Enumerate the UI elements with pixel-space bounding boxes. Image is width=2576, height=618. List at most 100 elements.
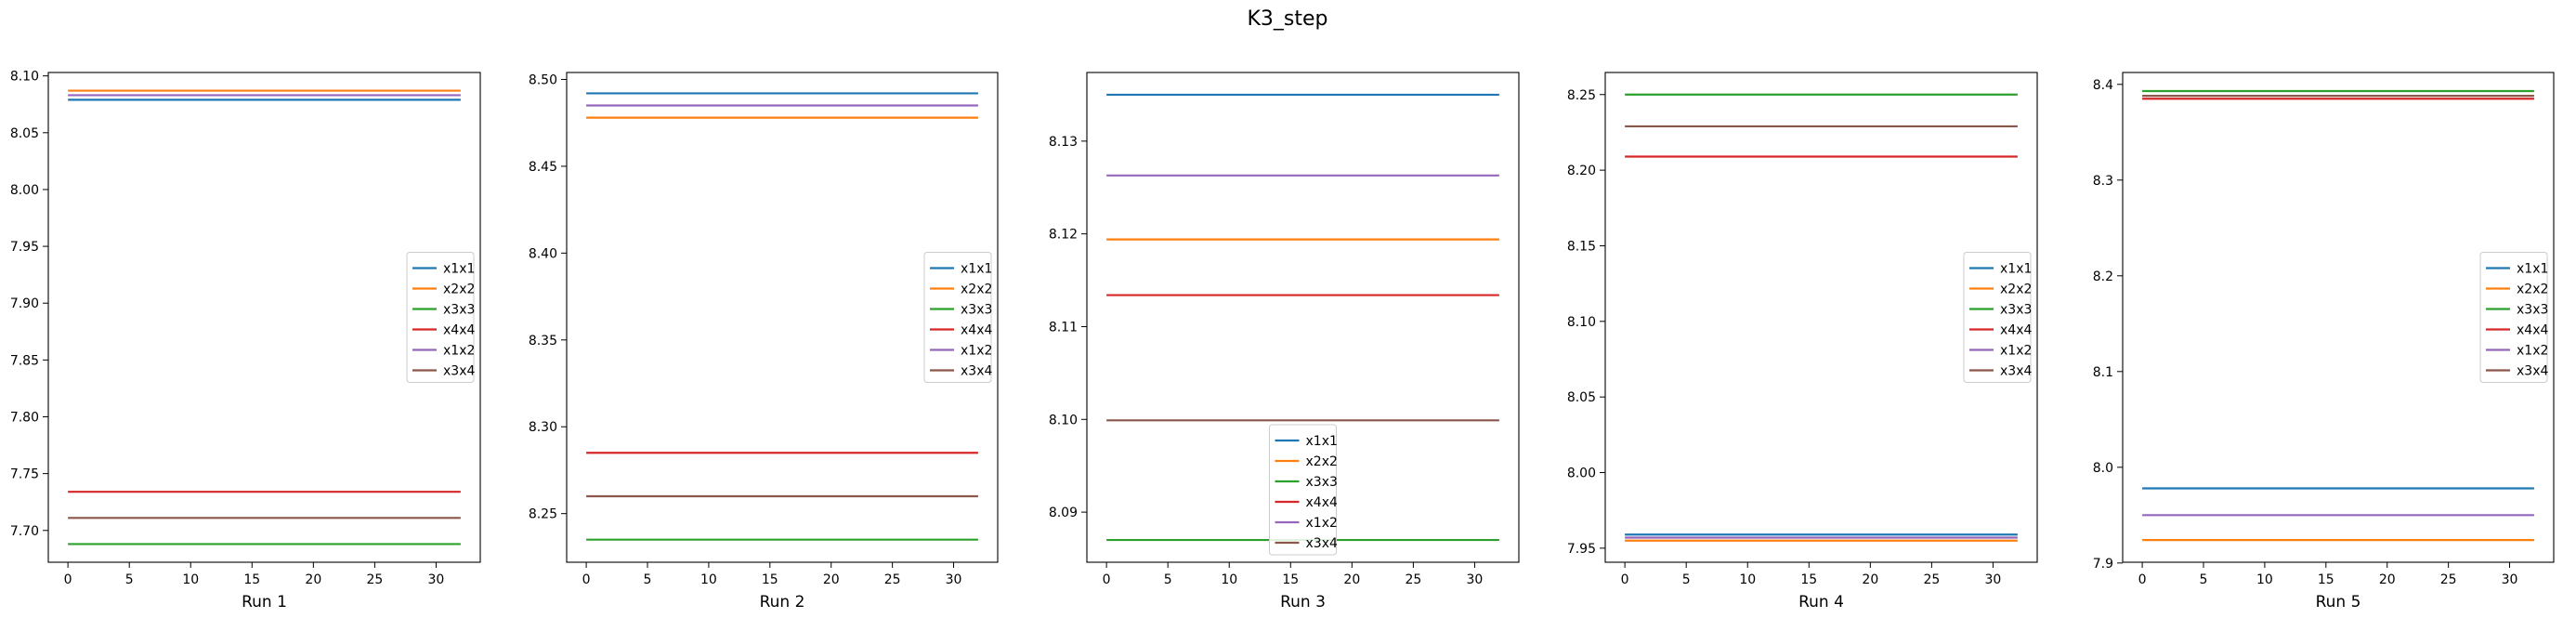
x-tick-label: 25 (884, 572, 901, 587)
x-tick-label: 10 (700, 572, 717, 587)
x-axis-label: Run 4 (1798, 593, 1844, 611)
y-tick-label: 8.05 (10, 126, 39, 141)
x-tick-label: 5 (1164, 572, 1172, 587)
x-tick-label: 10 (1221, 572, 1237, 587)
x-tick-label: 30 (2502, 572, 2518, 587)
legend-label-x3x4: x3x4 (2517, 364, 2548, 379)
legend: x1x1 x2x2 x3x3 x4x4 x1x2 x3x4 (1963, 252, 2032, 383)
x-tick-label: 25 (1923, 572, 1940, 587)
x-tick-label: 15 (1800, 572, 1817, 587)
y-tick-label: 7.95 (1567, 542, 1596, 557)
y-tick-label: 7.90 (10, 296, 39, 311)
y-tick-label: 8.25 (529, 507, 557, 522)
x-tick-label: 0 (1621, 572, 1629, 587)
x-tick-label: 20 (2379, 572, 2396, 587)
x-axis-label: Run 3 (1280, 593, 1326, 611)
y-tick-label: 8.40 (529, 246, 557, 261)
legend-label-x3x4: x3x4 (1306, 536, 1338, 551)
legend-label-x3x4: x3x4 (443, 364, 475, 379)
x-tick-label: 20 (1862, 572, 1878, 587)
legend-label-x3x4: x3x4 (961, 364, 992, 379)
legend-label-x1x2: x1x2 (2000, 344, 2032, 359)
y-tick-label: 8.45 (529, 160, 557, 175)
axes-frame (566, 72, 999, 563)
x-tick-label: 5 (2200, 572, 2208, 587)
y-tick-label: 8.09 (1049, 506, 1078, 520)
x-tick-label: 5 (125, 572, 134, 587)
subplot-run-1: 0 5 10 15 20 25 30 7.70 7.75 7.80 7.85 7.90 7.95 8.00… (10, 70, 481, 611)
x-tick-label: 30 (946, 572, 962, 587)
x-tick-label: 0 (2138, 572, 2147, 587)
legend-label-x1x2: x1x2 (1306, 516, 1338, 531)
x-tick-label: 25 (1405, 572, 1421, 587)
axes-frame (2122, 72, 2555, 563)
legend-label-x4x4: x4x4 (2000, 323, 2032, 338)
x-tick-label: 10 (1739, 572, 1756, 587)
y-tick-label: 8.2 (2093, 270, 2113, 284)
x-axis-label: Run 5 (2316, 593, 2361, 611)
x-tick-label: 15 (243, 572, 260, 587)
x-tick-label: 0 (582, 572, 591, 587)
legend-label-x4x4: x4x4 (443, 323, 475, 338)
figure-title: K3_step (1247, 7, 1327, 31)
legend-label-x2x2: x2x2 (2000, 283, 2032, 297)
y-tick-label: 8.11 (1049, 320, 1078, 335)
legend: x1x1 x2x2 x3x3 x4x4 x1x2 x3x4 (406, 252, 475, 383)
legend-label-x2x2: x2x2 (2517, 283, 2548, 297)
x-tick-label: 5 (644, 572, 652, 587)
y-tick-label: 7.95 (10, 240, 39, 255)
legend-label-x1x2: x1x2 (443, 344, 475, 359)
legend-label-x2x2: x2x2 (443, 283, 475, 297)
x-tick-label: 30 (1467, 572, 1484, 587)
y-tick-label: 8.0 (2093, 461, 2113, 476)
legend-label-x3x3: x3x3 (961, 303, 992, 318)
x-axis-label: Run 2 (760, 593, 805, 611)
axes-frame (1604, 72, 2038, 563)
legend-label-x1x1: x1x1 (443, 262, 475, 277)
x-tick-label: 10 (182, 572, 199, 587)
x-tick-label: 5 (1682, 572, 1691, 587)
y-tick-label: 8.35 (529, 334, 557, 348)
x-tick-label: 15 (1282, 572, 1299, 587)
legend-label-x4x4: x4x4 (2517, 323, 2548, 338)
x-tick-label: 15 (2318, 572, 2334, 587)
y-tick-label: 7.75 (10, 467, 39, 482)
y-tick-label: 8.10 (1049, 413, 1078, 427)
legend-label-x1x1: x1x1 (961, 262, 992, 277)
legend-label-x3x3: x3x3 (1306, 475, 1338, 490)
x-tick-label: 25 (366, 572, 383, 587)
y-tick-label: 8.30 (529, 420, 557, 435)
y-tick-label: 8.10 (1567, 315, 1596, 330)
legend-label-x1x1: x1x1 (2000, 262, 2032, 277)
x-axis-label: Run 1 (242, 593, 287, 611)
legend-label-x2x2: x2x2 (1306, 454, 1338, 469)
subplot-run-3: 0 5 10 15 20 25 30 8.09 8.10 8.11 8.12 8.13 Run 3 x1x… (1049, 72, 1520, 611)
x-tick-label: 0 (1103, 572, 1111, 587)
subplot-run-2: 0 5 10 15 20 25 30 8.25 8.30 8.35 8.40 8.45 8.50 Run … (529, 72, 999, 611)
y-tick-label: 8.00 (10, 183, 39, 198)
y-tick-label: 8.05 (1567, 390, 1596, 405)
y-tick-label: 7.85 (10, 353, 39, 368)
subplots: 0 5 10 15 20 25 307.707.757.807.857.907.958.00… (10, 70, 2555, 611)
x-tick-label: 20 (305, 572, 321, 587)
legend-label-x1x2: x1x2 (2517, 344, 2548, 359)
subplot-run-4: 0 5 10 15 20 25 30 7.95 8.00 8.05 8.10 8.15 8.20 8.25… (1567, 72, 2038, 611)
legend-label-x4x4: x4x4 (1306, 495, 1338, 510)
legend-label-x2x2: x2x2 (961, 283, 992, 297)
y-tick-label: 8.3 (2093, 174, 2113, 189)
legend: x1x1 x2x2 x3x3 x4x4 x1x2 x3x4 (923, 252, 992, 383)
legend-label-x1x1: x1x1 (2517, 262, 2548, 277)
y-tick-label: 8.50 (529, 72, 557, 87)
x-tick-label: 20 (1343, 572, 1360, 587)
x-tick-label: 25 (2440, 572, 2457, 587)
legend-label-x3x3: x3x3 (2517, 303, 2548, 318)
legend-label-x1x1: x1x1 (1306, 434, 1338, 449)
y-tick-label: 8.10 (10, 70, 39, 85)
legend-label-x3x3: x3x3 (443, 303, 475, 318)
y-tick-label: 7.80 (10, 410, 39, 425)
y-tick-label: 8.4 (2093, 78, 2113, 93)
y-tick-label: 8.00 (1567, 467, 1596, 481)
legend-label-x4x4: x4x4 (961, 323, 992, 338)
